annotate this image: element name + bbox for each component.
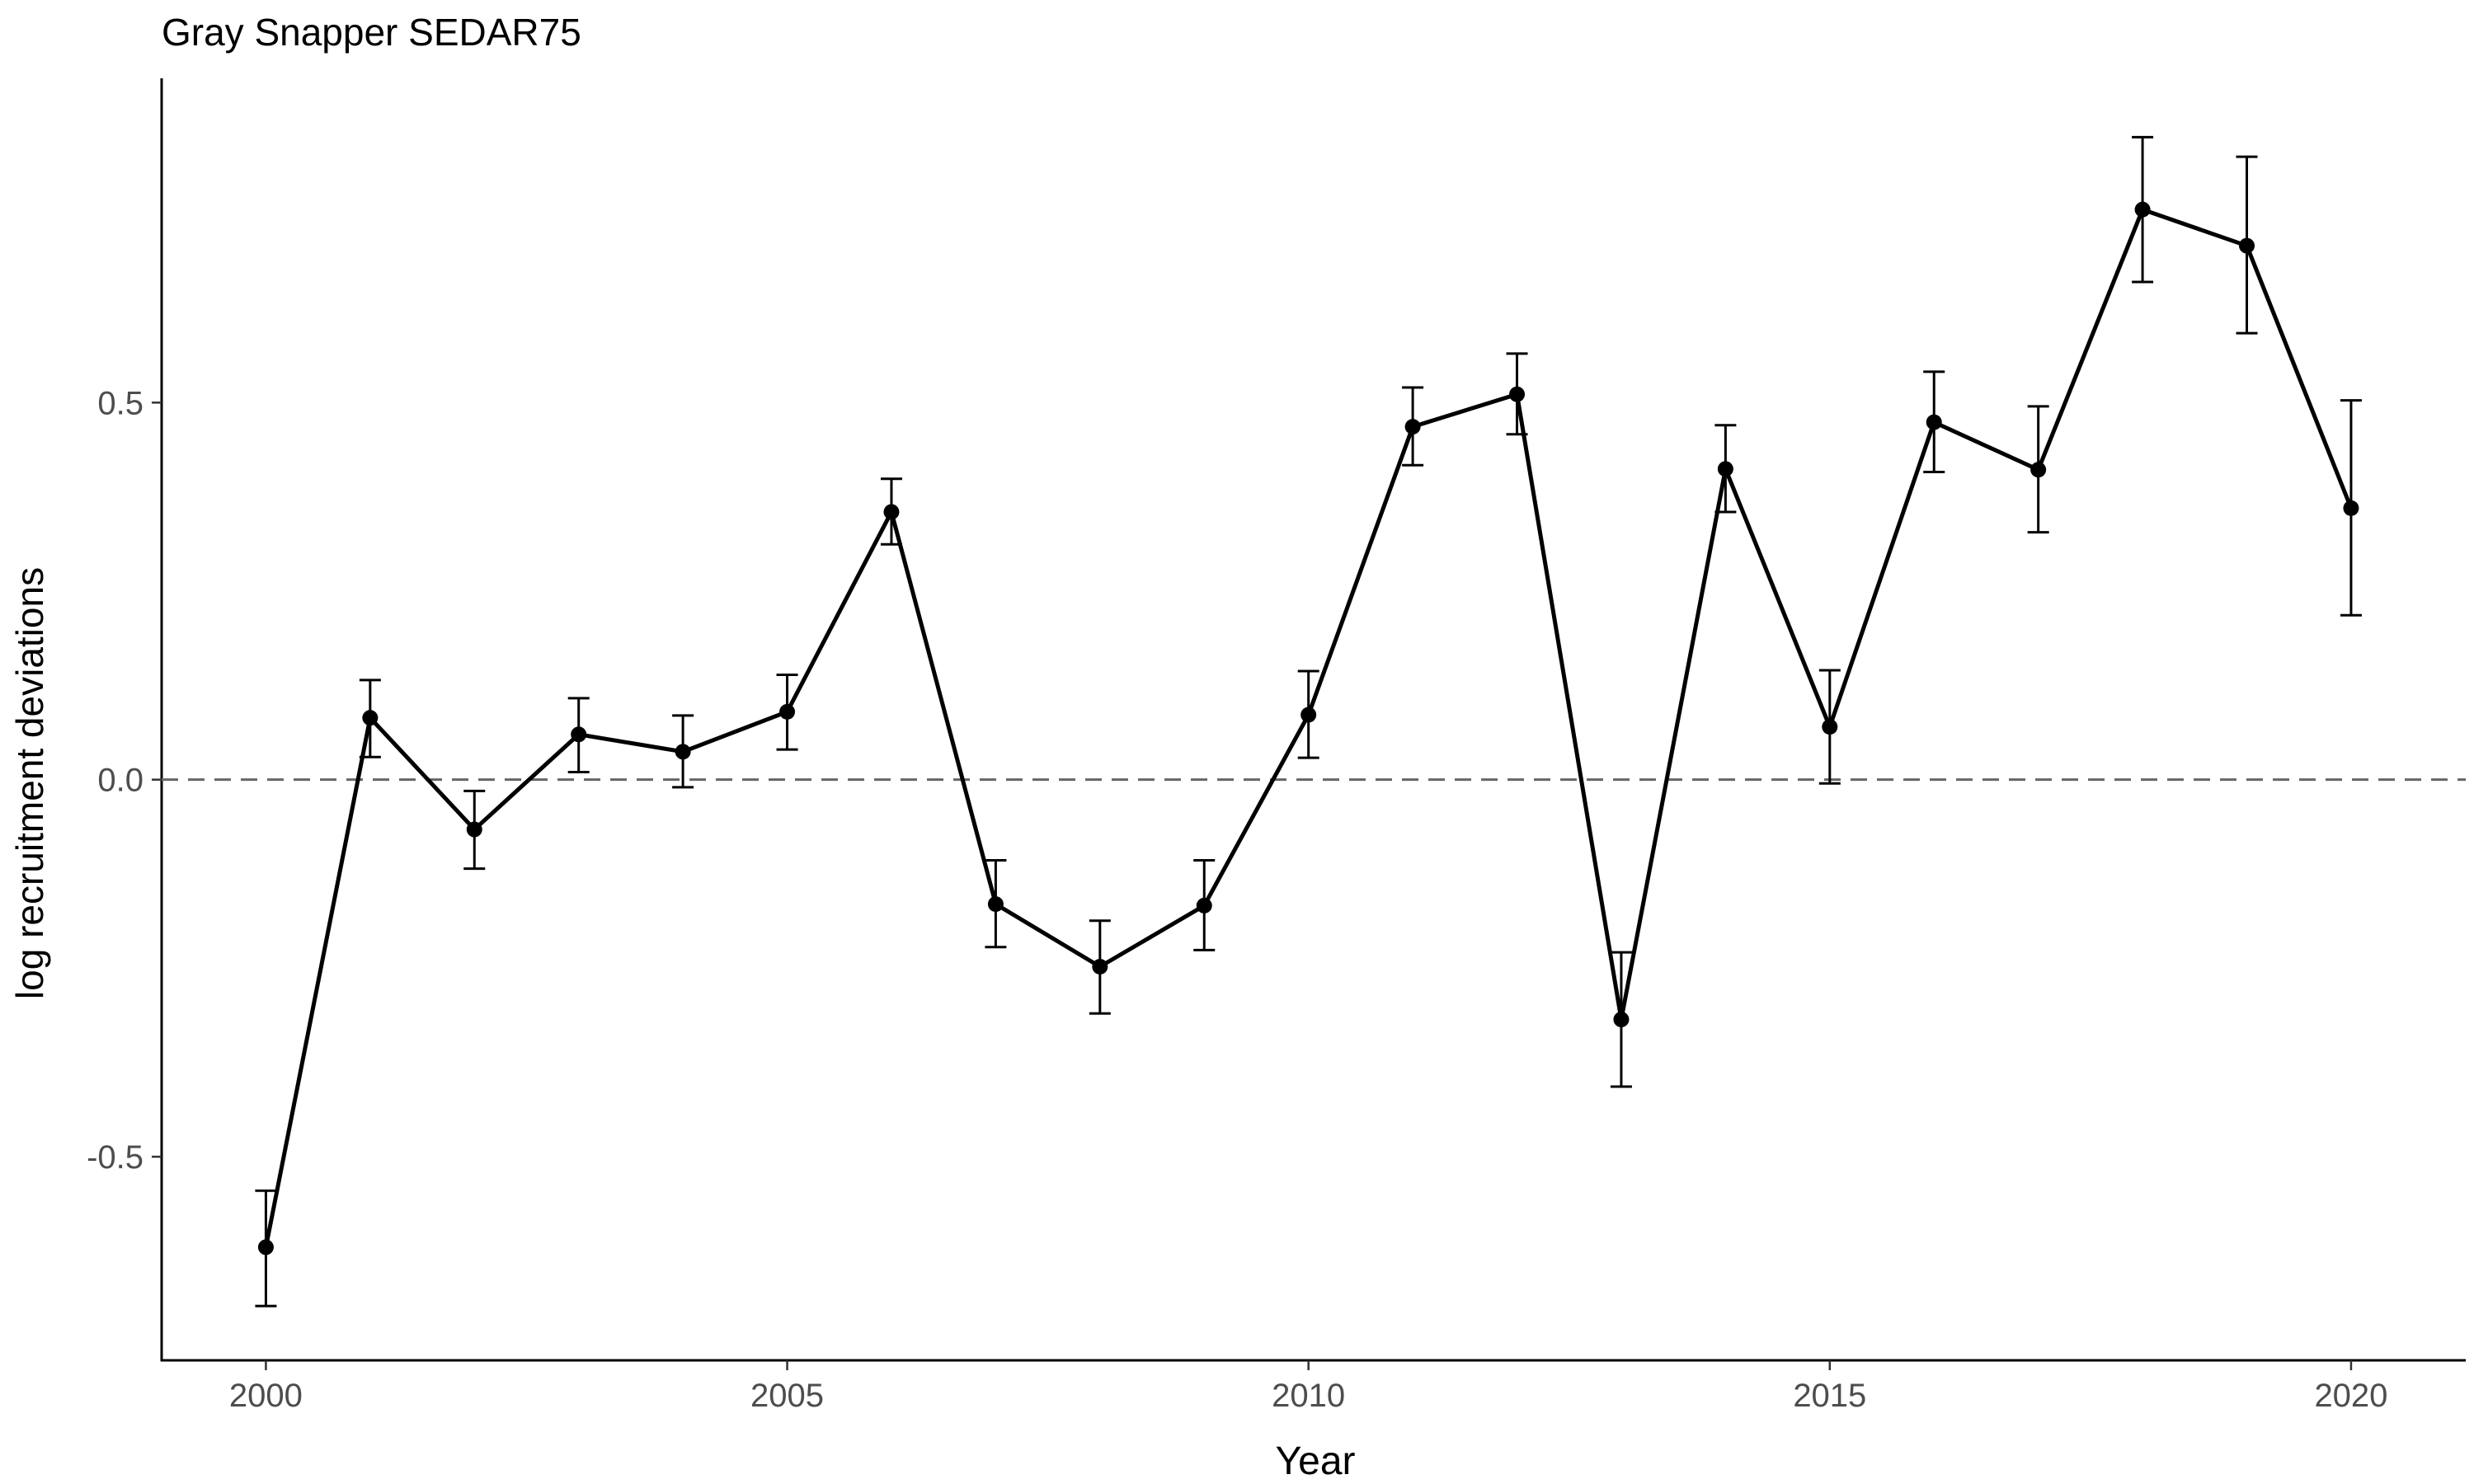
data-point (1300, 707, 1317, 723)
data-point (2343, 500, 2359, 516)
data-point (1822, 719, 1838, 735)
data-point (2030, 462, 2047, 478)
data-point (1926, 414, 1942, 430)
data-point (675, 744, 691, 760)
x-tick-label: 2010 (1272, 1378, 1345, 1414)
data-point (1717, 461, 1733, 477)
chart-title: Gray Snapper SEDAR75 (162, 11, 581, 54)
y-tick-label: -0.5 (87, 1139, 143, 1176)
data-point (571, 726, 587, 743)
data-point (2134, 201, 2151, 218)
x-tick-label: 2005 (750, 1378, 824, 1414)
data-point (2239, 237, 2255, 254)
axes: 2000 2005 2010 2015 2020 -0.5 0.0 0.5 (87, 78, 2466, 1414)
x-axis-label: Year (1275, 1439, 1356, 1483)
data-point (987, 896, 1004, 913)
data-point (1092, 959, 1108, 975)
y-tick-label: 0.5 (97, 385, 143, 421)
data-point (779, 703, 796, 720)
data-point (1509, 386, 1526, 402)
y-tick-label: 0.0 (97, 763, 143, 799)
data-point (362, 710, 379, 726)
data-point (883, 504, 900, 520)
x-tick-label: 2015 (1793, 1378, 1866, 1414)
x-tick-label: 2000 (229, 1378, 303, 1414)
data-point (1613, 1012, 1630, 1028)
data-point (1196, 897, 1212, 913)
data-point (1404, 419, 1421, 435)
x-tick-label: 2020 (2314, 1378, 2387, 1414)
data-point (466, 821, 482, 838)
data-points (257, 201, 2359, 1256)
data-point (257, 1239, 274, 1256)
